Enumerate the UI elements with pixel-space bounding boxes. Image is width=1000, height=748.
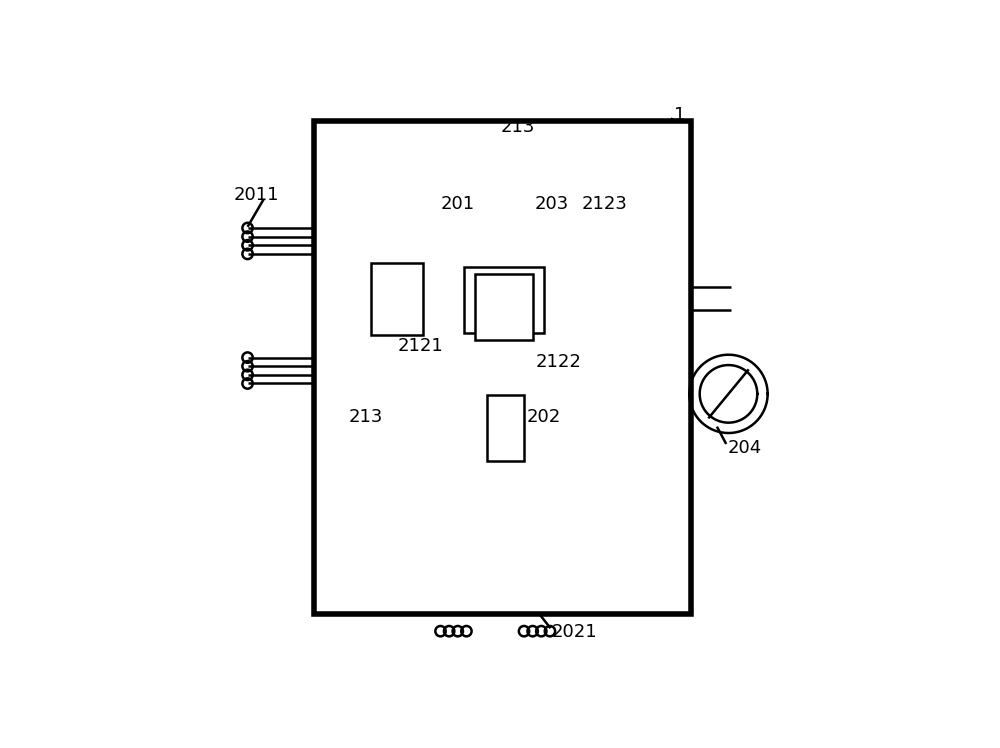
Text: 204: 204 xyxy=(727,439,762,457)
Bar xyxy=(487,395,524,462)
Text: 2021: 2021 xyxy=(552,623,597,641)
Text: 2121: 2121 xyxy=(397,337,443,355)
Bar xyxy=(475,274,533,340)
Text: 213: 213 xyxy=(501,118,535,136)
Text: 213: 213 xyxy=(348,408,383,426)
Bar xyxy=(314,121,691,614)
Bar xyxy=(464,266,544,333)
Bar xyxy=(371,263,423,334)
Text: 1: 1 xyxy=(674,106,685,124)
Text: 202: 202 xyxy=(526,408,561,426)
Text: 201: 201 xyxy=(441,194,475,212)
Text: 2122: 2122 xyxy=(536,353,581,371)
Text: 203: 203 xyxy=(534,194,569,212)
Text: 2011: 2011 xyxy=(233,186,279,203)
Text: 2123: 2123 xyxy=(582,194,627,212)
